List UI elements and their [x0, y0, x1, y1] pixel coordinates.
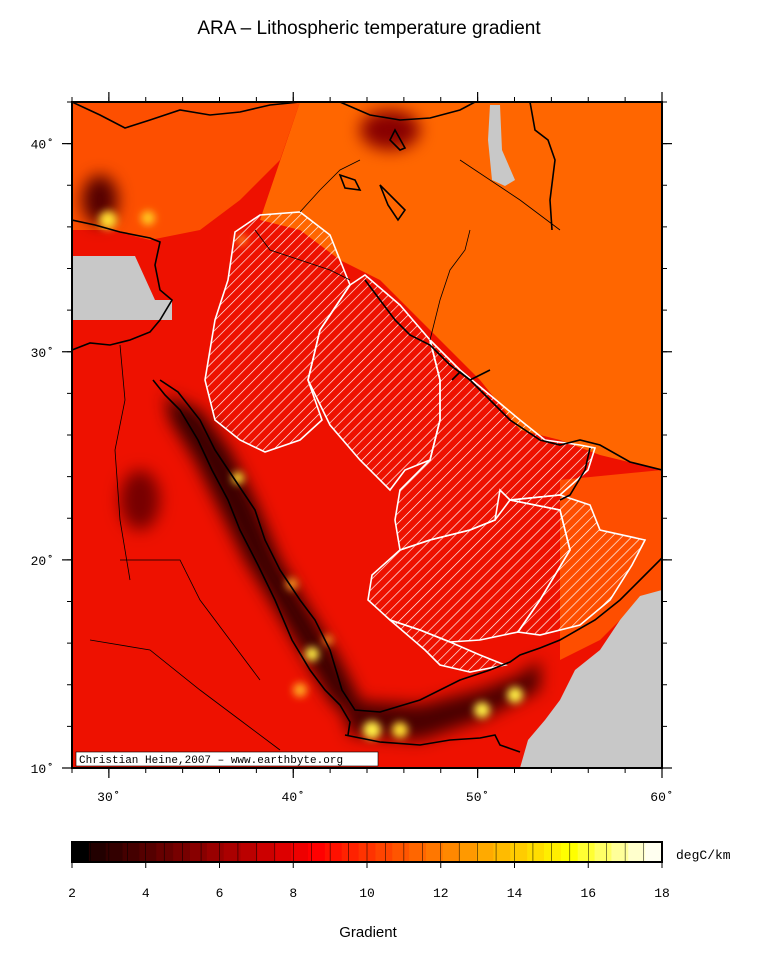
colorbar-swatch: [476, 842, 494, 862]
colorbar-swatch: [240, 842, 258, 862]
x-tick-label: 30˚: [97, 790, 120, 805]
colorbar-swatch: [257, 842, 275, 862]
colorbar-swatch: [156, 842, 174, 862]
nodata-arabian-sea: [520, 590, 662, 768]
colorbar-label: Gradient: [339, 924, 397, 941]
colorbar-swatch: [611, 842, 629, 862]
orange-region-east: [260, 102, 662, 470]
x-tick-label: 40˚: [282, 790, 305, 805]
colorbar-swatch: [426, 842, 444, 862]
colorbar: 2 4 6 8 10 12 14 16 18: [68, 841, 670, 901]
colorbar-swatch: [122, 842, 140, 862]
colorbar-tick-label: 8: [289, 886, 297, 901]
y-tick-label: 40˚: [31, 138, 54, 153]
colorbar-swatch: [190, 842, 208, 862]
colorbar-swatch: [324, 842, 343, 862]
hatched-region-gulf: [394, 337, 597, 552]
colorbar-tick-label: 12: [433, 886, 449, 901]
credit-text: Christian Heine,2007 – www.earthbyte.org: [79, 755, 343, 767]
map-axes: 30˚ 40˚ 50˚ 60˚ 10˚ 20˚ 30˚ 40˚: [31, 92, 674, 805]
hatched-region-south: [367, 499, 571, 643]
nodata-mediterranean: [72, 256, 172, 320]
colorbar-swatch: [560, 842, 579, 862]
hatched-platform-regions: [204, 211, 647, 673]
colorbar-swatch: [341, 842, 360, 862]
colorbar-swatch: [72, 842, 90, 862]
colorbar-swatch: [88, 842, 107, 862]
colorbar-tick-label: 2: [68, 886, 76, 901]
colorbar-swatch: [510, 842, 528, 862]
colorbar-swatch: [291, 842, 309, 862]
colorbar-swatch: [645, 842, 663, 862]
colorbar-tick-label: 14: [507, 886, 523, 901]
colorbar-swatch: [375, 842, 393, 862]
colorbar-swatch: [544, 842, 562, 862]
colorbar-unit: degC/km: [676, 848, 731, 863]
colorbar-swatch: [527, 842, 545, 862]
colorbar-tick-label: 18: [654, 886, 670, 901]
colorbar-tick-label: 4: [142, 886, 150, 901]
colorbar-swatch: [459, 842, 478, 862]
y-tick-label: 10˚: [31, 762, 54, 777]
colorbar-swatch: [173, 842, 191, 862]
colorbar-swatch: [274, 842, 292, 862]
coastlines: [72, 102, 662, 753]
colorbar-swatch: [308, 842, 326, 862]
colorbar-swatch: [577, 842, 596, 862]
political-borders: [89, 159, 561, 751]
colorbar-swatch: [628, 842, 646, 862]
colorbar-swatch: [442, 842, 461, 862]
red-sea-dark-zone: [82, 110, 540, 740]
map-title: ARA – Lithospheric temperature gradient: [197, 18, 541, 39]
colorbar-swatch: [223, 842, 242, 862]
hatched-region-southwest: [389, 619, 508, 673]
nodata-caspian: [488, 105, 515, 186]
hatched-region-west: [204, 211, 351, 453]
colorbar-swatch: [392, 842, 410, 862]
orange-region-northwest: [72, 102, 300, 240]
x-tick-label: 50˚: [466, 790, 489, 805]
colorbar-tick-label: 10: [359, 886, 375, 901]
colorbar-swatch: [594, 842, 612, 862]
colorbar-swatch: [105, 842, 124, 862]
y-tick-label: 30˚: [31, 346, 54, 361]
colorbar-swatch: [409, 842, 427, 862]
colorbar-swatch: [139, 842, 157, 862]
credit-box: Christian Heine,2007 – www.earthbyte.org: [75, 751, 379, 767]
hatched-region-central: [307, 273, 441, 492]
colorbar-tick-label: 16: [580, 886, 596, 901]
colorbar-swatch: [493, 842, 511, 862]
map-panel: [72, 102, 662, 768]
y-tick-label: 20˚: [31, 554, 54, 569]
colorbar-swatch: [206, 842, 225, 862]
x-tick-label: 60˚: [650, 790, 673, 805]
colorbar-tick-label: 6: [216, 886, 224, 901]
